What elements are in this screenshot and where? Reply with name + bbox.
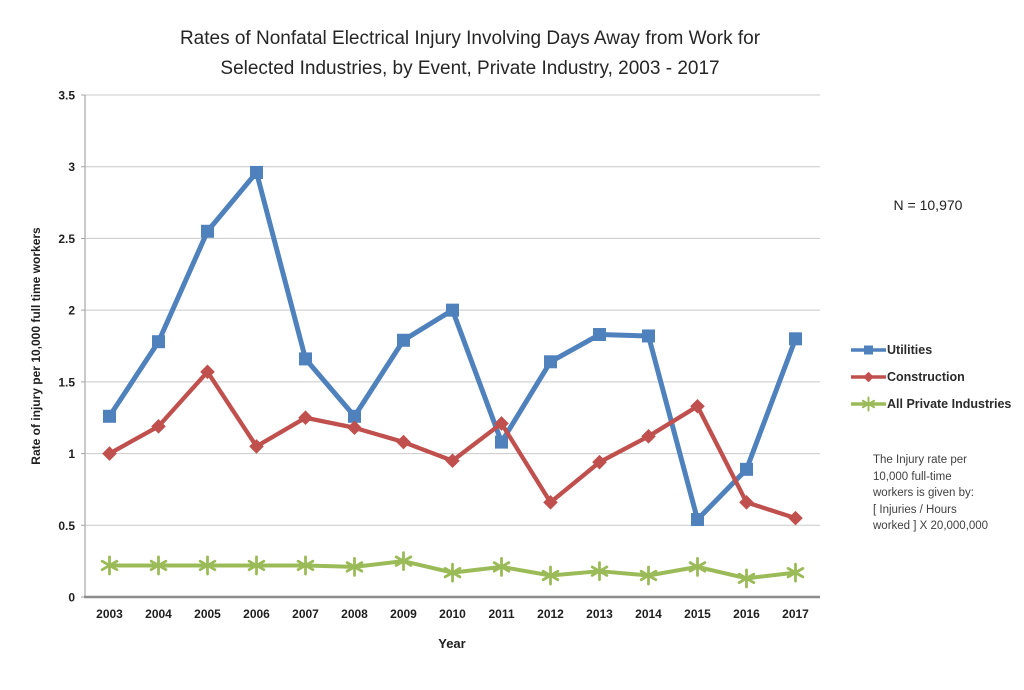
legend-marker bbox=[863, 371, 874, 383]
formula-note-line: The Injury rate per bbox=[873, 454, 967, 466]
series-marker-all-private-industries bbox=[590, 561, 609, 582]
series-marker-construction bbox=[641, 429, 656, 444]
series-marker-all-private-industries bbox=[296, 555, 315, 576]
series-marker-construction bbox=[151, 419, 166, 434]
sample-size-label: N = 10,970 bbox=[893, 197, 963, 213]
formula-note-line: [ Injuries / Hours bbox=[873, 503, 957, 516]
x-axis-title: Year bbox=[438, 636, 465, 651]
chart-title: Rates of Nonfatal Electrical Injury Invo… bbox=[60, 24, 880, 84]
series-marker-construction bbox=[249, 439, 264, 454]
y-tick-label: 1 bbox=[68, 447, 75, 461]
series-marker-utilities bbox=[201, 224, 214, 238]
series-marker-utilities bbox=[299, 352, 312, 366]
y-tick-label: 3.5 bbox=[58, 89, 75, 103]
legend: Utilities Construction All Private Industr… bbox=[851, 341, 1011, 413]
x-tick-label: 2005 bbox=[194, 607, 221, 621]
series-marker-construction bbox=[396, 434, 411, 450]
series-marker-all-private-industries bbox=[492, 556, 511, 577]
x-tick-label: 2007 bbox=[292, 607, 319, 621]
series-marker-construction bbox=[494, 416, 509, 431]
y-tick-label: 0 bbox=[68, 591, 75, 605]
y-tick-label: 2.5 bbox=[58, 232, 75, 246]
chart-title-line2: Selected Industries, by Event, Private I… bbox=[220, 58, 720, 79]
series-marker-all-private-industries bbox=[247, 555, 266, 576]
chart-title-line1: Rates of Nonfatal Electrical Injury Invo… bbox=[179, 28, 761, 49]
x-tick-label: 2017 bbox=[782, 607, 809, 621]
y-tick-label: 0.5 bbox=[58, 519, 75, 533]
series-marker-utilities bbox=[740, 462, 753, 476]
y-tick-label: 2 bbox=[68, 304, 75, 318]
series-marker-construction bbox=[690, 398, 705, 414]
series-marker-utilities bbox=[446, 303, 459, 317]
formula-note-line: workers is given by: bbox=[873, 487, 974, 499]
series-marker-all-private-industries bbox=[688, 556, 707, 577]
formula-note-line: 10,000 full-time bbox=[873, 470, 952, 483]
x-tick-label: 2012 bbox=[537, 607, 564, 621]
x-tick-label: 2013 bbox=[586, 607, 613, 621]
series-marker-all-private-industries bbox=[149, 555, 168, 576]
legend-marker bbox=[864, 345, 873, 355]
series-marker-construction bbox=[445, 453, 460, 469]
series-marker-all-private-industries bbox=[394, 551, 413, 572]
series-marker-utilities bbox=[691, 513, 704, 527]
series-marker-utilities bbox=[397, 333, 410, 347]
series-marker-all-private-industries bbox=[737, 568, 756, 589]
series-marker-utilities bbox=[103, 409, 116, 423]
series-marker-all-private-industries bbox=[198, 555, 217, 576]
series-marker-utilities bbox=[544, 355, 557, 369]
y-axis-title: Rate of injury per 10,000 full time work… bbox=[29, 227, 43, 465]
series-marker-all-private-industries bbox=[786, 562, 805, 583]
y-tick-label: 3 bbox=[68, 160, 75, 174]
x-tick-label: 2011 bbox=[488, 607, 514, 621]
all-private-industries-legend-marker-icon bbox=[851, 396, 886, 412]
x-tick-label: 2016 bbox=[733, 607, 760, 621]
series-marker-construction bbox=[592, 454, 607, 470]
series-marker-construction bbox=[200, 364, 215, 380]
series-marker-construction bbox=[347, 420, 362, 436]
utilities-legend-marker-icon bbox=[851, 345, 886, 355]
series-marker-construction bbox=[102, 446, 117, 461]
series-marker-all-private-industries bbox=[541, 565, 560, 586]
x-tick-label: 2008 bbox=[341, 607, 368, 621]
series-marker-all-private-industries bbox=[100, 555, 119, 576]
formula-note: The Injury rate per 10,000 full-time worke… bbox=[873, 452, 1018, 535]
x-tick-label: 2010 bbox=[439, 607, 466, 621]
legend-marker bbox=[861, 396, 876, 412]
legend-label: All Private Industries bbox=[887, 397, 1012, 411]
series-marker-all-private-industries bbox=[639, 565, 658, 586]
series-marker-construction bbox=[543, 495, 558, 510]
x-tick-label: 2015 bbox=[684, 607, 711, 621]
series-marker-all-private-industries bbox=[345, 556, 364, 577]
series-marker-all-private-industries bbox=[443, 562, 462, 583]
legend-label: Construction bbox=[887, 370, 965, 384]
series-marker-utilities bbox=[593, 328, 606, 342]
series-marker-construction bbox=[298, 410, 313, 426]
legend-item-all-private-industries: All Private Industries bbox=[851, 395, 1011, 413]
legend-item-utilities: Utilities bbox=[851, 341, 1011, 359]
series-marker-construction bbox=[788, 510, 803, 526]
series-marker-utilities bbox=[250, 165, 263, 179]
series-marker-utilities bbox=[642, 329, 655, 343]
series-marker-utilities bbox=[789, 332, 802, 346]
series-marker-utilities bbox=[495, 435, 508, 449]
formula-note-line: worked ] X 20,000,000 bbox=[873, 520, 989, 532]
y-tick-label: 1.5 bbox=[58, 375, 75, 389]
construction-legend-marker-icon bbox=[851, 371, 886, 383]
x-tick-label: 2014 bbox=[635, 607, 662, 621]
x-tick-label: 2009 bbox=[390, 607, 417, 621]
x-tick-label: 2006 bbox=[243, 607, 270, 621]
series-marker-construction bbox=[739, 495, 754, 510]
legend-label: Utilities bbox=[887, 343, 933, 357]
series-marker-utilities bbox=[348, 409, 361, 423]
legend-item-construction: Construction bbox=[851, 368, 1011, 386]
series-marker-utilities bbox=[152, 335, 165, 349]
x-tick-label: 2004 bbox=[145, 607, 172, 621]
x-tick-label: 2003 bbox=[96, 607, 123, 621]
